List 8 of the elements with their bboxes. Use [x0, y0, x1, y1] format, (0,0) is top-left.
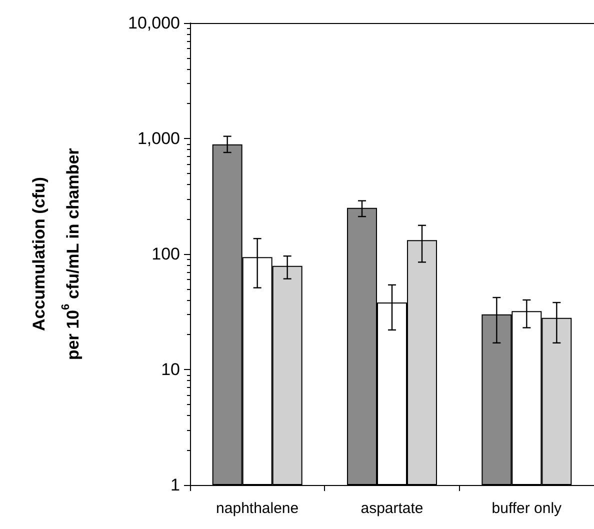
x-tick-label: buffer only	[492, 500, 562, 517]
x-tick-label: naphthalene	[216, 500, 299, 517]
x-tick-label: aspartate	[360, 500, 424, 517]
y-tick-label: 10	[161, 360, 180, 379]
y-tick-label: 1	[170, 476, 180, 494]
y-tick-label: 100	[152, 244, 180, 264]
y-tick-label: 10,000	[128, 14, 180, 32]
y-tick-label: 1,000	[137, 129, 180, 148]
